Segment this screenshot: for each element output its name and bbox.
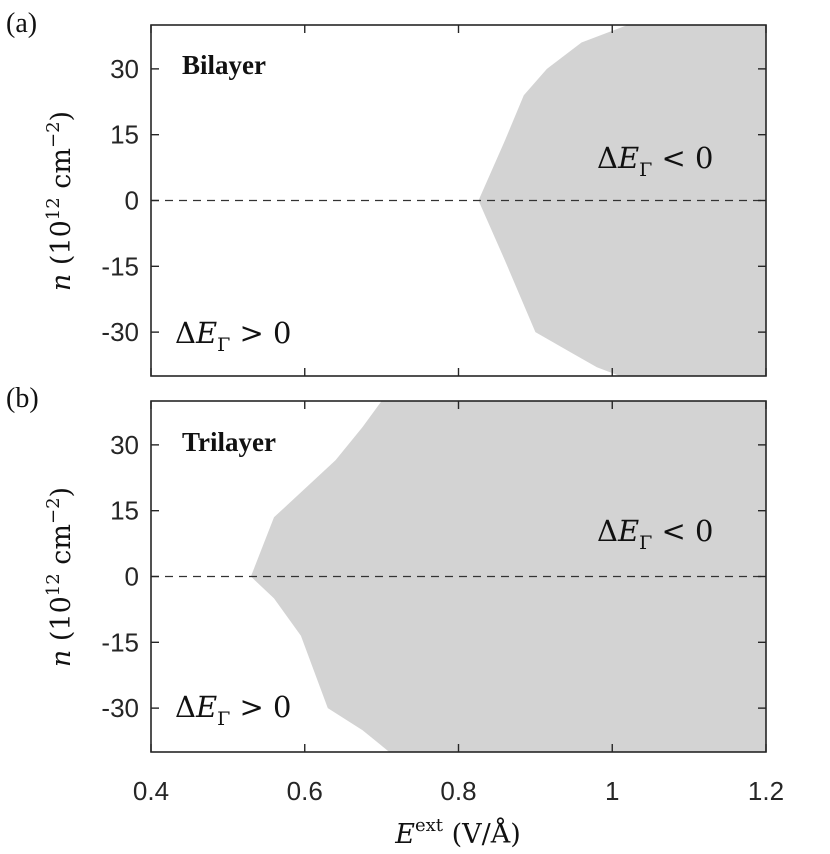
y-tick-label-b: -30 xyxy=(101,693,139,723)
y-tick-label-b: 0 xyxy=(125,562,139,592)
x-tick-label: 1 xyxy=(605,776,619,806)
y-tick-label-a: -15 xyxy=(101,251,139,281)
y-tick-label-b: 30 xyxy=(110,430,139,460)
shaded-region-a xyxy=(478,25,766,376)
x-tick-label: 1.2 xyxy=(748,776,784,806)
plot-area-a: 30 15 0 -15 -30 xyxy=(101,24,767,377)
panel-b-letter: (b) xyxy=(6,383,39,414)
y-tick-label-b: 15 xyxy=(110,496,139,526)
x-tick-label: 0.4 xyxy=(133,776,169,806)
panel-b: (b) 30 15 0 -15 -30 0.4 0.6 0.8 1 1.2 Trilayer ΔE… xyxy=(6,383,784,850)
y-tick-label-a: 0 xyxy=(125,186,139,216)
plot-area-b: 30 15 0 -15 -30 0.4 0.6 0.8 1 1.2 xyxy=(101,400,784,806)
y-tick-label-a: 15 xyxy=(110,120,139,150)
y-tick-label-b: -15 xyxy=(101,627,139,657)
panel-b-region-positive-label: ΔEΓ > 0 xyxy=(175,690,292,730)
panel-a-letter: (a) xyxy=(6,8,37,39)
y-tick-label-a: 30 xyxy=(110,54,139,84)
x-axis-label: Eext (V/Å) xyxy=(394,815,521,850)
panel-b-title: Trilayer xyxy=(182,427,276,457)
panel-a-ylabel: n (1012 cm−2) xyxy=(43,111,77,291)
panel-a-region-positive-label: ΔEΓ > 0 xyxy=(175,316,292,356)
x-tick-label: 0.8 xyxy=(440,776,476,806)
y-tick-label-a: -30 xyxy=(101,317,139,347)
x-tick-label: 0.6 xyxy=(287,776,323,806)
panel-a-title: Bilayer xyxy=(182,50,266,80)
panel-b-region-negative-label: ΔEΓ < 0 xyxy=(597,514,714,554)
panel-a-region-negative-label: ΔEΓ < 0 xyxy=(597,141,714,181)
panel-b-ylabel: n (1012 cm−2) xyxy=(43,487,77,667)
